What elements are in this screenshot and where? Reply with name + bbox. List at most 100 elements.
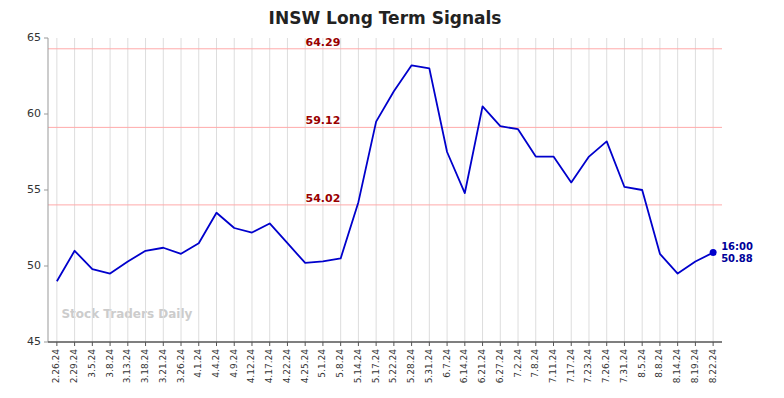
y-tick-label: 65	[27, 31, 41, 44]
grid-line	[251, 38, 252, 342]
annotation-line: 50.88	[721, 253, 753, 264]
x-tick	[659, 342, 660, 346]
grid-line	[322, 38, 323, 342]
grid-line	[340, 38, 341, 342]
x-tick-label: 5.14.24	[353, 349, 363, 384]
x-tick-label: 4.9.24	[229, 349, 239, 378]
x-tick	[145, 342, 146, 346]
x-tick	[287, 342, 288, 346]
x-tick-label: 3.18.24	[140, 349, 150, 384]
grid-line	[535, 38, 536, 342]
grid-line	[695, 38, 696, 342]
x-tick	[588, 342, 589, 346]
y-tick	[44, 266, 48, 267]
y-tick	[44, 190, 48, 191]
y-tick	[44, 342, 48, 343]
x-tick-label: 4.17.24	[264, 349, 274, 384]
x-axis: 2.26.242.29.243.5.243.8.243.13.243.18.24…	[48, 342, 722, 383]
x-tick-label: 5.1.24	[317, 349, 327, 378]
reference-label: 59.12	[306, 114, 341, 127]
y-tick	[44, 114, 48, 115]
x-tick-label: 6.7.24	[442, 349, 452, 378]
x-tick	[198, 342, 199, 346]
grid-line	[411, 38, 412, 342]
reference-line	[48, 48, 722, 49]
x-tick-label: 8.5.24	[637, 349, 647, 378]
x-tick	[464, 342, 465, 346]
x-tick-label: 4.4.24	[211, 349, 221, 378]
x-tick	[411, 342, 412, 346]
grid-line	[92, 38, 93, 342]
x-tick-label: 5.31.24	[424, 349, 434, 384]
x-tick-label: 4.12.24	[246, 349, 256, 384]
x-tick-label: 7.26.24	[601, 349, 611, 384]
x-tick	[74, 342, 75, 346]
x-tick	[535, 342, 536, 346]
x-tick-label: 4.22.24	[282, 349, 292, 384]
x-tick	[92, 342, 93, 346]
x-tick	[358, 342, 359, 346]
chart-svg: INSW Long Term Signals Stock Traders Dail…	[0, 0, 784, 398]
x-tick-label: 4.1.24	[193, 349, 203, 378]
grid-line	[713, 38, 714, 342]
x-tick	[482, 342, 483, 346]
x-tick	[56, 342, 57, 346]
x-tick	[216, 342, 217, 346]
x-tick	[340, 342, 341, 346]
x-tick-label: 7.8.24	[530, 349, 540, 378]
grid-line	[358, 38, 359, 342]
x-tick-label: 2.26.24	[51, 349, 61, 384]
x-tick	[500, 342, 501, 346]
page: {"chart_data": {"type": "line", "title":…	[0, 0, 784, 398]
grid-line	[305, 38, 306, 342]
grid-line	[571, 38, 572, 342]
annotation-line: 16:00	[721, 241, 753, 252]
x-tick-label: 5.28.24	[406, 349, 416, 384]
grid-line	[393, 38, 394, 342]
x-tick	[429, 342, 430, 346]
y-tick-label: 45	[27, 335, 41, 348]
reference-label: 54.02	[306, 192, 341, 205]
x-tick	[322, 342, 323, 346]
chart-container: INSW Long Term Signals Stock Traders Dail…	[0, 0, 784, 398]
last-point	[710, 249, 717, 256]
x-tick-label: 4.25.24	[300, 349, 310, 384]
grid-line	[216, 38, 217, 342]
x-tick-label: 2.29.24	[69, 349, 79, 384]
x-tick-label: 6.27.24	[495, 349, 505, 384]
grid-line	[234, 38, 235, 342]
grid-line	[500, 38, 501, 342]
x-tick	[553, 342, 554, 346]
grid-line	[56, 38, 57, 342]
y-tick	[44, 38, 48, 39]
watermark: Stock Traders Daily	[61, 307, 192, 321]
x-tick-label: 8.8.24	[654, 349, 664, 378]
x-tick	[251, 342, 252, 346]
x-tick-label: 8.22.24	[708, 349, 718, 384]
reference-line	[48, 204, 722, 205]
data	[57, 65, 717, 281]
grid-line	[659, 38, 660, 342]
x-tick	[713, 342, 714, 346]
x-tick-label: 7.2.24	[513, 349, 523, 378]
x-tick-label: 6.14.24	[459, 349, 469, 384]
x-tick	[127, 342, 128, 346]
x-tick-label: 7.17.24	[566, 349, 576, 384]
x-tick	[393, 342, 394, 346]
reference-line	[48, 127, 722, 128]
x-tick-label: 3.8.24	[105, 349, 115, 378]
grid-line	[447, 38, 448, 342]
x-tick-label: 8.14.24	[672, 349, 682, 384]
title: INSW Long Term Signals	[269, 8, 502, 28]
x-tick	[181, 342, 182, 346]
x-tick-label: 8.19.24	[690, 349, 700, 384]
grid-line	[518, 38, 519, 342]
x-tick	[606, 342, 607, 346]
x-tick	[695, 342, 696, 346]
x-tick	[447, 342, 448, 346]
grid-line	[482, 38, 483, 342]
grid-line	[624, 38, 625, 342]
grid-line	[74, 38, 75, 342]
x-tick-label: 3.5.24	[87, 349, 97, 378]
y-axis: 4550556065	[27, 31, 48, 348]
